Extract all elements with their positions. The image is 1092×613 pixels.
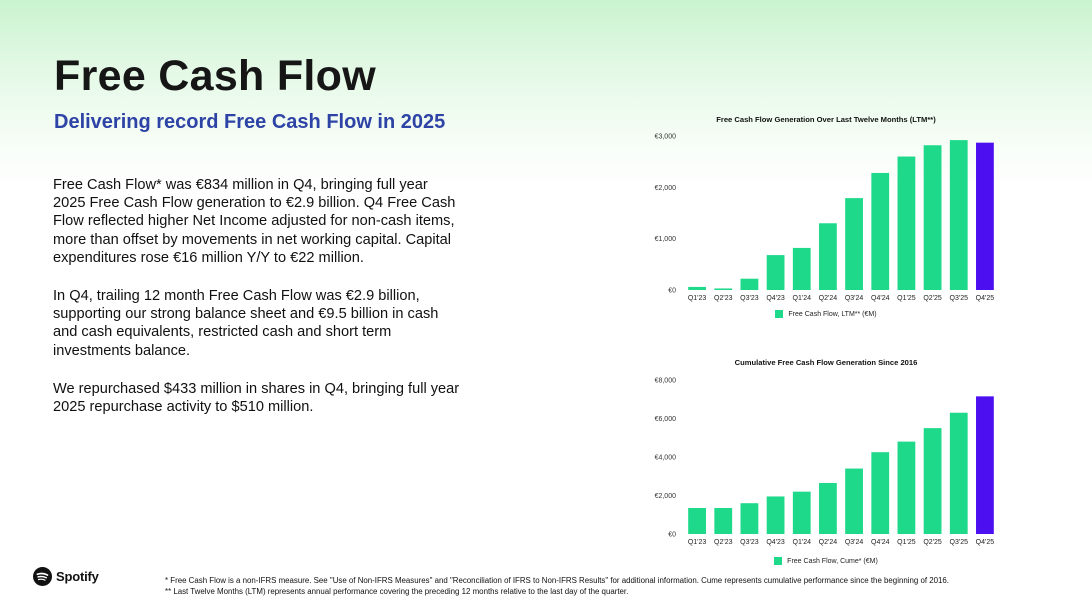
ltm-bar — [845, 198, 863, 290]
ltm-bar — [871, 172, 890, 290]
cume-ytick-label: €2,000 — [655, 493, 677, 500]
cume-fcf-chart: €0 €2,000 €4,000 €6,000 €8,000 Q1'23 Q2'23 Q3'2… — [655, 378, 995, 547]
spotify-logo: Spotify — [33, 567, 99, 586]
paragraph-q4-fcf: Free Cash Flow* was €834 million in Q4, … — [53, 177, 456, 266]
legend-swatch — [775, 310, 784, 318]
footnotes: * Free Cash Flow is a non-IFRS measure. … — [165, 576, 1045, 597]
ltm-fcf-chart: €0 €1,000 €2,000 €3,000 Q1'23 Q2'23 Q3'23 Q4'23… — [655, 134, 995, 303]
ltm-xtick-label: Q3'24 — [845, 295, 864, 302]
ltm-bar — [714, 288, 733, 290]
cume-bar — [819, 482, 837, 534]
cume-bar — [923, 428, 942, 535]
ltm-ytick-label: €1,000 — [655, 236, 677, 243]
cume-xtick-label: Q2'23 — [714, 539, 733, 546]
cume-xtick-label: Q2'24 — [819, 539, 838, 546]
cume-bar — [897, 441, 916, 534]
ltm-ytick-label: €2,000 — [655, 185, 677, 192]
cume-ytick-label: €4,000 — [655, 455, 677, 462]
cume-xtick-label: Q1'23 — [688, 539, 707, 546]
cume-bar — [976, 396, 994, 534]
ltm-xtick-label: Q4'23 — [766, 295, 785, 302]
ltm-bar — [766, 255, 785, 290]
cume-bar — [792, 491, 811, 534]
cume-legend-label: Free Cash Flow, Cume* (€M) — [787, 557, 878, 565]
cume-xtick-label: Q4'23 — [766, 539, 785, 546]
cume-bar — [688, 508, 706, 534]
spotify-logo-icon — [33, 567, 52, 586]
cume-xtick-label: Q4'24 — [871, 539, 890, 546]
ltm-ytick-label: €0 — [668, 288, 676, 295]
footnote-fcf: * Free Cash Flow is a non-IFRS measure. … — [165, 576, 949, 585]
page-subtitle: Delivering record Free Cash Flow in 2025 — [54, 111, 446, 133]
cume-bar — [766, 496, 785, 534]
ltm-bar — [740, 278, 759, 290]
page-title: Free Cash Flow — [54, 52, 376, 100]
cume-chart-title: Cumulative Free Cash Flow Generation Sin… — [734, 358, 918, 367]
ltm-xtick-label: Q2'24 — [819, 295, 838, 302]
cume-xtick-label: Q1'25 — [897, 539, 916, 546]
cume-ytick-label: €0 — [668, 532, 676, 539]
paragraph-ltm-fcf: In Q4, trailing 12 month Free Cash Flow … — [53, 288, 439, 359]
ltm-xtick-label: Q4'24 — [871, 295, 890, 302]
ltm-xtick-label: Q2'23 — [714, 295, 733, 302]
cume-bar — [871, 452, 890, 534]
ltm-bar — [688, 286, 706, 290]
ltm-xtick-label: Q4'25 — [976, 295, 995, 302]
ltm-xtick-label: Q1'24 — [793, 295, 812, 302]
cume-bar — [949, 412, 968, 534]
ltm-bar — [923, 145, 942, 290]
cume-xtick-label: Q1'24 — [793, 539, 812, 546]
ltm-xtick-label: Q3'25 — [950, 295, 969, 302]
ltm-bar — [897, 156, 916, 290]
cume-bar — [845, 468, 863, 534]
cume-xtick-label: Q3'23 — [740, 539, 759, 546]
ltm-bar — [819, 223, 837, 290]
footnote-ltm: ** Last Twelve Months (LTM) represents a… — [165, 586, 629, 596]
cume-xtick-label: Q3'24 — [845, 539, 864, 546]
ltm-chart-title: Free Cash Flow Generation Over Last Twel… — [716, 115, 936, 124]
ltm-chart-legend: Free Cash Flow, LTM** (€M) — [640, 310, 1012, 318]
cume-xtick-label: Q2'25 — [923, 539, 942, 546]
body-text: Free Cash Flow* was €834 million in Q4, … — [53, 176, 463, 436]
cume-bar — [740, 503, 759, 534]
cume-ytick-label: €8,000 — [655, 378, 677, 385]
ltm-bar — [792, 247, 811, 290]
legend-swatch — [774, 557, 783, 565]
cume-xtick-label: Q4'25 — [976, 539, 995, 546]
cume-xtick-label: Q3'25 — [950, 539, 969, 546]
cume-bar — [714, 508, 733, 534]
ltm-xtick-label: Q3'23 — [740, 295, 759, 302]
ltm-legend-label: Free Cash Flow, LTM** (€M) — [788, 310, 877, 318]
ltm-ytick-label: €3,000 — [655, 134, 677, 141]
cume-chart-legend: Free Cash Flow, Cume* (€M) — [640, 557, 1012, 565]
paragraph-repurchase: We repurchased $433 million in shares in… — [53, 380, 460, 416]
ltm-bar — [949, 140, 968, 290]
ltm-bar — [976, 142, 994, 290]
spotify-wordmark: Spotify — [56, 569, 99, 584]
ltm-xtick-label: Q2'25 — [923, 295, 942, 302]
ltm-xtick-label: Q1'23 — [688, 295, 707, 302]
ltm-xtick-label: Q1'25 — [897, 295, 916, 302]
cume-ytick-label: €6,000 — [655, 416, 677, 423]
